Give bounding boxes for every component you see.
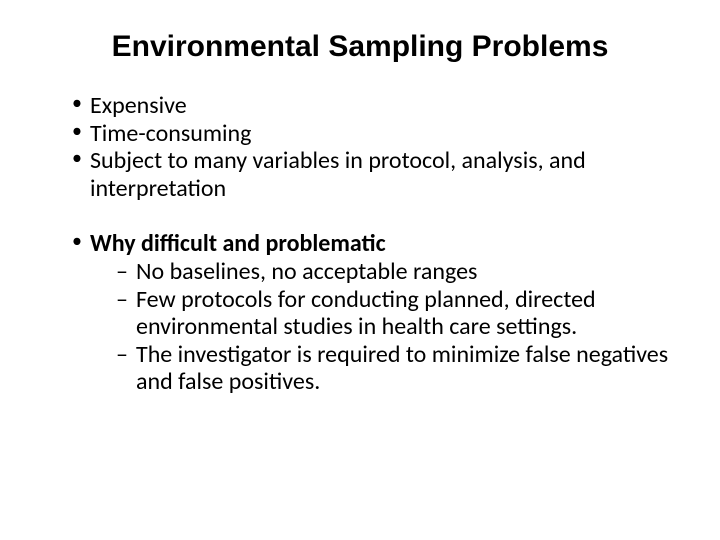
bullet-item: Time-consuming — [72, 120, 670, 148]
sub-bullet-list: No baselines, no acceptable ranges Few p… — [90, 258, 670, 396]
sub-bullet-text: Few protocols for conducting planned, di… — [136, 285, 596, 342]
bullet-item: Why difficult and problematic No baselin… — [72, 230, 670, 396]
bullet-text-bold: Why difficult and problematic — [90, 229, 386, 258]
sub-bullet-text: No baselines, no acceptable ranges — [136, 257, 477, 286]
bullet-text: Time-consuming — [90, 119, 251, 148]
bullet-item: Subject to many variables in protocol, a… — [72, 147, 670, 202]
sub-bullet-item: The investigator is required to minimize… — [116, 341, 670, 396]
bullet-text: Subject to many variables in protocol, a… — [90, 146, 586, 203]
sub-bullet-item: No baselines, no acceptable ranges — [116, 258, 670, 286]
bullet-list: Expensive Time-consuming Subject to many… — [50, 92, 670, 202]
bullet-item: Expensive — [72, 92, 670, 120]
slide-title: Environmental Sampling Problems — [50, 30, 670, 64]
bullet-list: Why difficult and problematic No baselin… — [50, 230, 670, 396]
sub-bullet-item: Few protocols for conducting planned, di… — [116, 286, 670, 341]
bullet-text: Expensive — [90, 91, 187, 120]
sub-bullet-text: The investigator is required to minimize… — [136, 340, 668, 397]
slide: Environmental Sampling Problems Expensiv… — [0, 0, 720, 540]
spacer — [50, 202, 670, 230]
